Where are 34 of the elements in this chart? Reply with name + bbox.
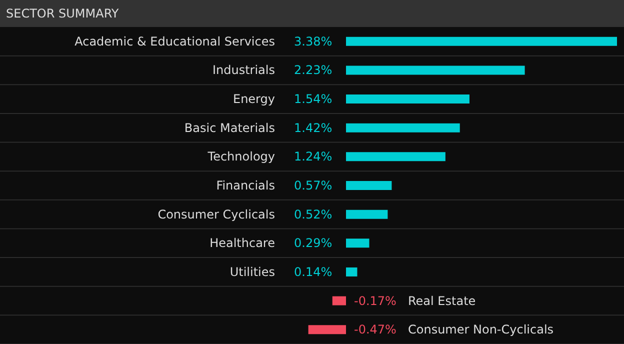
- bar: [346, 94, 470, 104]
- text: SECTOR SUMMARY: [6, 6, 120, 20]
- y-tick-label: Healthcare: [210, 236, 275, 250]
- y-tick-label: Industrials: [212, 63, 275, 78]
- y-tick-label: Real Estate: [408, 294, 476, 308]
- bar: [346, 152, 446, 162]
- bar: [346, 210, 388, 219]
- data-label: -0.47%: [354, 322, 396, 337]
- bar: [308, 325, 346, 334]
- data-label: 0.29%: [294, 236, 332, 250]
- data-label: 2.23%: [294, 63, 332, 78]
- y-tick-label: Utilities: [230, 264, 275, 279]
- data-label: 1.54%: [294, 92, 332, 106]
- y-tick-label: Energy: [232, 92, 275, 106]
- y-tick-label: Consumer Cyclicals: [158, 207, 275, 222]
- y-tick-label: Academic & Educational Services: [74, 34, 275, 48]
- data-label: 1.42%: [294, 120, 332, 135]
- bar: [346, 66, 525, 75]
- data-label: 0.52%: [294, 207, 332, 222]
- data-label: 1.24%: [294, 150, 332, 164]
- data-label: -0.17%: [354, 294, 396, 308]
- bar: [346, 36, 617, 46]
- y-tick-label: Basic Materials: [184, 120, 275, 135]
- bar: [332, 296, 346, 306]
- bar: [346, 123, 460, 132]
- data-label: 3.38%: [294, 34, 332, 48]
- bar: [346, 238, 370, 248]
- bar: [346, 181, 392, 190]
- y-tick-label: Consumer Non-Cyclicals: [408, 322, 554, 337]
- bar: [346, 267, 358, 276]
- y-tick-label: Financials: [216, 178, 275, 192]
- data-label: 0.57%: [294, 178, 332, 192]
- data-label: 0.14%: [294, 264, 332, 279]
- y-tick-label: Technology: [206, 150, 275, 164]
